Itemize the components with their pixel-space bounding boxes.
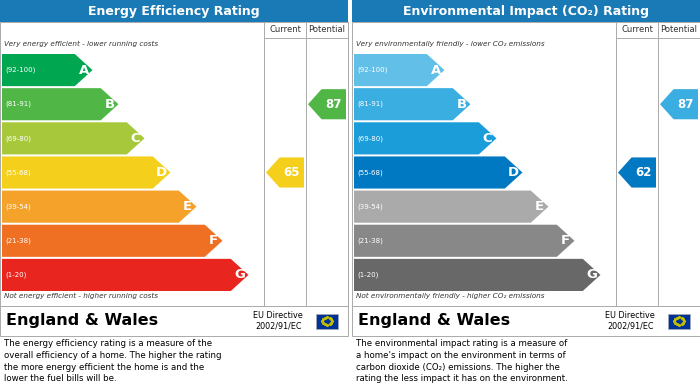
Text: 87: 87 xyxy=(325,98,342,111)
Text: (21-38): (21-38) xyxy=(5,238,31,244)
Text: 62: 62 xyxy=(635,166,652,179)
Text: (55-68): (55-68) xyxy=(5,169,31,176)
Text: G: G xyxy=(586,269,597,282)
Text: A: A xyxy=(78,64,89,77)
Polygon shape xyxy=(2,88,118,120)
Polygon shape xyxy=(308,89,346,119)
Text: 65: 65 xyxy=(283,166,300,179)
Bar xyxy=(352,22,700,306)
Text: Energy Efficiency Rating: Energy Efficiency Rating xyxy=(88,5,260,18)
Text: (81-91): (81-91) xyxy=(357,101,383,108)
Text: D: D xyxy=(156,166,167,179)
Text: The energy efficiency rating is a measure of the
overall efficiency of a home. T: The energy efficiency rating is a measur… xyxy=(4,339,221,384)
Polygon shape xyxy=(354,190,549,223)
Polygon shape xyxy=(354,225,575,257)
Text: Very energy efficient - lower running costs: Very energy efficient - lower running co… xyxy=(4,41,158,47)
Text: (92-100): (92-100) xyxy=(5,67,36,74)
Text: Not energy efficient - higher running costs: Not energy efficient - higher running co… xyxy=(4,293,158,299)
Text: C: C xyxy=(131,132,141,145)
Polygon shape xyxy=(2,122,144,154)
Bar xyxy=(668,314,690,328)
Text: Not environmentally friendly - higher CO₂ emissions: Not environmentally friendly - higher CO… xyxy=(356,293,545,299)
Polygon shape xyxy=(2,156,171,188)
Polygon shape xyxy=(2,259,248,291)
Text: E: E xyxy=(535,200,544,213)
Text: D: D xyxy=(508,166,519,179)
Bar xyxy=(0,0,348,22)
Text: Potential: Potential xyxy=(661,25,697,34)
Text: England & Wales: England & Wales xyxy=(6,314,158,328)
Polygon shape xyxy=(354,88,470,120)
Text: (92-100): (92-100) xyxy=(357,67,387,74)
Text: F: F xyxy=(561,234,570,247)
Text: EU Directive
2002/91/EC: EU Directive 2002/91/EC xyxy=(606,311,655,331)
Text: Potential: Potential xyxy=(309,25,346,34)
Text: (55-68): (55-68) xyxy=(357,169,383,176)
Text: C: C xyxy=(483,132,493,145)
Text: G: G xyxy=(234,269,245,282)
Polygon shape xyxy=(2,54,92,86)
Polygon shape xyxy=(354,54,444,86)
Text: 87: 87 xyxy=(677,98,694,111)
Polygon shape xyxy=(354,259,601,291)
Polygon shape xyxy=(660,89,698,119)
Text: Current: Current xyxy=(621,25,653,34)
Bar xyxy=(0,306,348,336)
Text: Environmental Impact (CO₂) Rating: Environmental Impact (CO₂) Rating xyxy=(403,5,649,18)
Bar xyxy=(352,306,700,336)
Text: (1-20): (1-20) xyxy=(5,272,27,278)
Text: England & Wales: England & Wales xyxy=(358,314,510,328)
Text: (69-80): (69-80) xyxy=(5,135,31,142)
Text: B: B xyxy=(104,98,115,111)
Text: A: A xyxy=(430,64,441,77)
Text: Very environmentally friendly - lower CO₂ emissions: Very environmentally friendly - lower CO… xyxy=(356,41,545,47)
Text: (21-38): (21-38) xyxy=(357,238,383,244)
Polygon shape xyxy=(354,156,522,188)
Text: (1-20): (1-20) xyxy=(357,272,379,278)
Polygon shape xyxy=(2,190,197,223)
Text: Current: Current xyxy=(269,25,301,34)
Polygon shape xyxy=(266,158,304,188)
Text: The environmental impact rating is a measure of
a home's impact on the environme: The environmental impact rating is a mea… xyxy=(356,339,568,384)
Bar xyxy=(0,22,348,306)
Text: (39-54): (39-54) xyxy=(357,203,383,210)
Polygon shape xyxy=(618,158,656,188)
Text: (81-91): (81-91) xyxy=(5,101,31,108)
Text: (39-54): (39-54) xyxy=(5,203,31,210)
Polygon shape xyxy=(2,225,223,257)
Text: F: F xyxy=(209,234,218,247)
Text: E: E xyxy=(183,200,192,213)
Bar xyxy=(316,314,338,328)
Text: B: B xyxy=(456,98,467,111)
Text: (69-80): (69-80) xyxy=(357,135,383,142)
Text: EU Directive
2002/91/EC: EU Directive 2002/91/EC xyxy=(253,311,303,331)
Polygon shape xyxy=(354,122,496,154)
Bar xyxy=(352,0,700,22)
